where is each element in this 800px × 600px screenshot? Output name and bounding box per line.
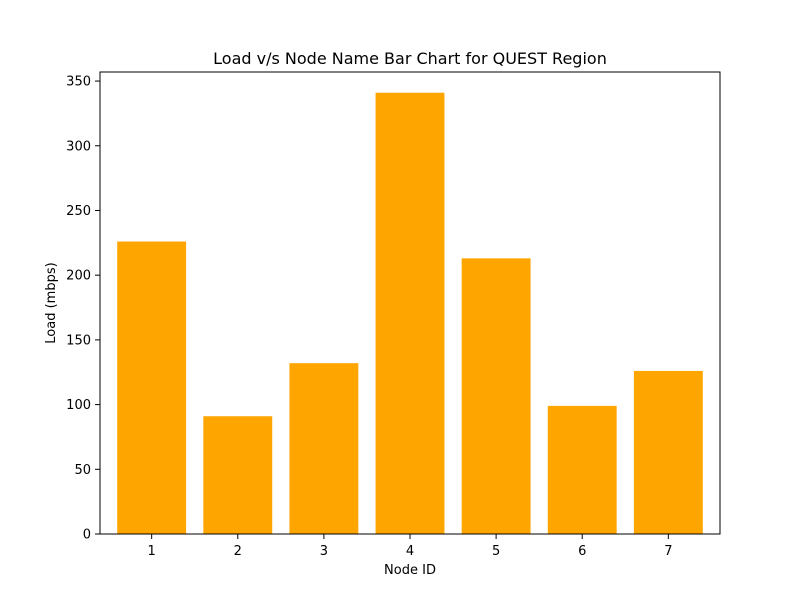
- x-tick-label: 4: [406, 544, 414, 559]
- bar-node-2: [203, 416, 273, 534]
- x-tick-label: 2: [234, 544, 242, 559]
- y-tick-label: 50: [74, 463, 91, 478]
- bar-node-3: [289, 363, 359, 534]
- y-tick-label: 200: [66, 269, 91, 284]
- y-tick-label: 0: [83, 528, 91, 543]
- x-tick-label: 6: [578, 544, 586, 559]
- plot-area-frame: [99, 71, 721, 535]
- y-axis-ticks: 0 50 100 150 200 250 300 350: [66, 75, 100, 543]
- y-tick-label: 350: [66, 75, 91, 90]
- y-tick-label: 150: [66, 333, 91, 348]
- y-tick-label: 250: [66, 204, 91, 219]
- bar-node-6: [547, 405, 617, 534]
- x-tick-label: 5: [492, 544, 500, 559]
- bars-group: [117, 92, 703, 535]
- chart-title: Load v/s Node Name Bar Chart for QUEST R…: [213, 49, 607, 68]
- x-axis-ticks: 1 2 3 4 5 6 7: [148, 534, 672, 559]
- y-tick-label: 100: [66, 398, 91, 413]
- bar-node-1: [117, 241, 187, 534]
- bar-node-5: [461, 258, 531, 534]
- x-tick-label: 3: [320, 544, 328, 559]
- x-axis-title: Node ID: [384, 563, 436, 578]
- y-axis-title: Load (mbps): [44, 262, 59, 343]
- x-tick-label: 1: [148, 544, 156, 559]
- x-tick-label: 7: [664, 544, 672, 559]
- y-tick-label: 300: [66, 139, 91, 154]
- bar-node-4: [375, 92, 445, 535]
- bar-node-7: [633, 370, 703, 534]
